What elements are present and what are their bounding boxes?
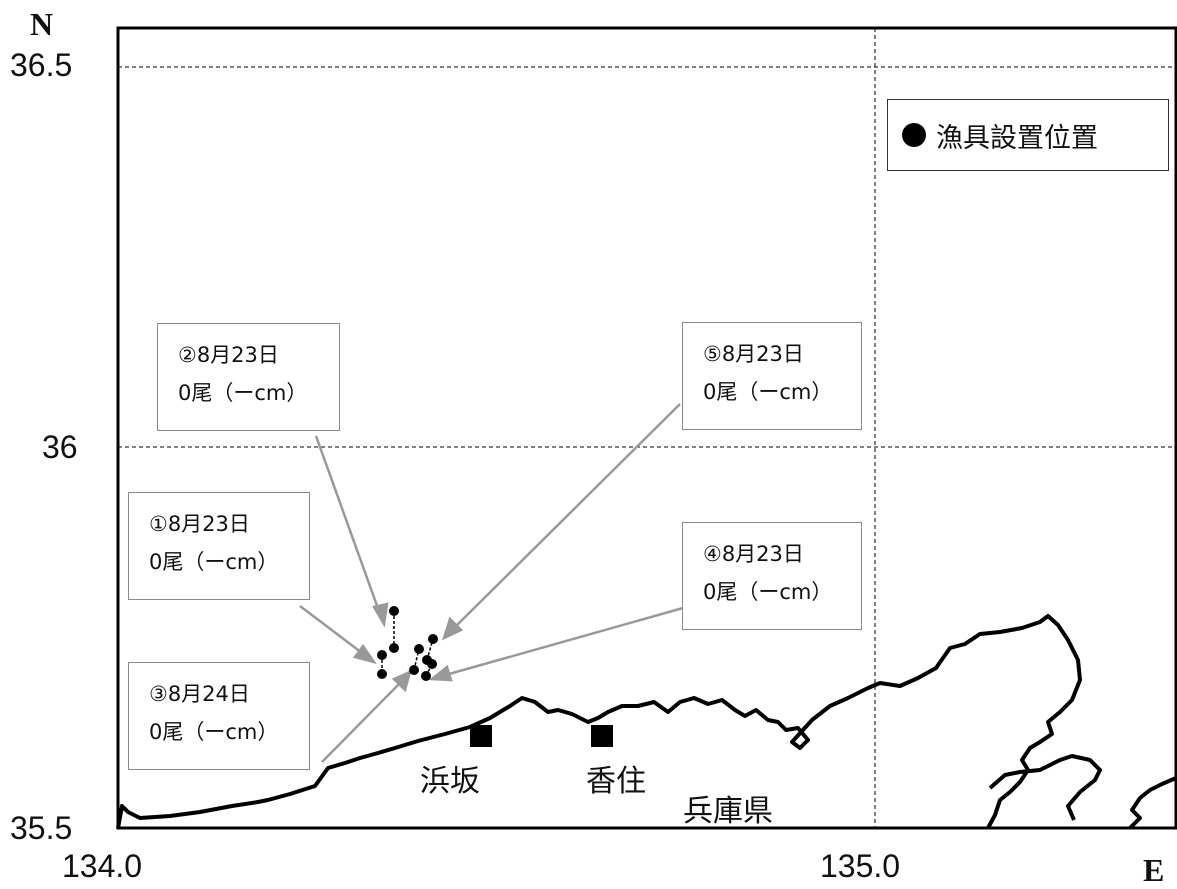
place-hamasaka: 浜坂 bbox=[420, 764, 480, 799]
coastline-east bbox=[1128, 776, 1177, 830]
station-catch: 0尾（ーcm） bbox=[703, 380, 833, 404]
gear-dot bbox=[409, 665, 419, 675]
arrow-head-1 bbox=[352, 643, 377, 665]
kasumi-marker bbox=[591, 725, 613, 747]
station-catch: 0尾（ーcm） bbox=[149, 720, 279, 744]
lon-tick-134: 134.0 bbox=[62, 848, 143, 884]
arrow-station-5 bbox=[451, 403, 681, 631]
gear-dot bbox=[377, 669, 387, 679]
lat-tick-36: 36 bbox=[42, 429, 78, 465]
station-date: ④8月23日 bbox=[703, 542, 804, 566]
arrow-station-4 bbox=[441, 606, 684, 678]
map-frame bbox=[116, 26, 1177, 830]
arrow-station-3 bbox=[321, 679, 404, 763]
station-label-1: ①8月23日 0尾（ーcm） bbox=[128, 492, 310, 600]
arrow-head-2 bbox=[372, 602, 389, 628]
station-date: ②8月23日 bbox=[178, 343, 279, 367]
lat-tick-35-5: 35.5 bbox=[10, 810, 73, 846]
station-catch: 0尾（ーcm） bbox=[178, 381, 308, 405]
legend: 漁具設置位置 bbox=[887, 99, 1169, 171]
station-label-4: ④8月23日 0尾（ーcm） bbox=[682, 522, 862, 630]
arrow-head-5 bbox=[441, 616, 464, 641]
hamasaka-marker bbox=[470, 725, 492, 747]
east-label: E bbox=[1143, 852, 1165, 888]
gear-dot bbox=[389, 643, 399, 653]
legend-label: 漁具設置位置 bbox=[936, 122, 1098, 154]
station-catch: 0尾（ーcm） bbox=[149, 550, 279, 574]
lat-tick-36-5: 36.5 bbox=[10, 47, 73, 83]
arrow-station-2 bbox=[314, 435, 382, 615]
gear-dot bbox=[421, 671, 431, 681]
station-label-5: ⑤8月23日 0尾（ーcm） bbox=[682, 322, 862, 430]
station-catch: 0尾（ーcm） bbox=[703, 580, 833, 604]
legend-dot-icon bbox=[902, 123, 926, 147]
arrow-head-4 bbox=[428, 664, 453, 682]
place-prefecture: 兵庫県 bbox=[683, 794, 773, 829]
coastline-inlet bbox=[988, 754, 1102, 821]
gear-positions bbox=[377, 606, 438, 681]
gear-dot bbox=[428, 634, 438, 644]
lon-tick-135: 135.0 bbox=[820, 848, 901, 884]
gear-dot bbox=[377, 650, 387, 660]
arrow-head-3 bbox=[391, 669, 412, 693]
gear-dot bbox=[414, 644, 424, 654]
coastline bbox=[116, 614, 1082, 829]
station-date: ⑤8月23日 bbox=[703, 342, 804, 366]
station-date: ③8月24日 bbox=[149, 682, 250, 706]
arrow-station-1 bbox=[299, 605, 367, 657]
station-label-3: ③8月24日 0尾（ーcm） bbox=[128, 662, 310, 770]
pointer-arrows bbox=[299, 403, 684, 763]
gear-dot bbox=[389, 606, 399, 616]
station-label-2: ②8月23日 0尾（ーcm） bbox=[157, 323, 340, 431]
gear-dot bbox=[427, 659, 437, 669]
station-date: ①8月23日 bbox=[149, 512, 250, 536]
place-kasumi: 香住 bbox=[586, 764, 646, 799]
north-label: N bbox=[30, 6, 54, 42]
